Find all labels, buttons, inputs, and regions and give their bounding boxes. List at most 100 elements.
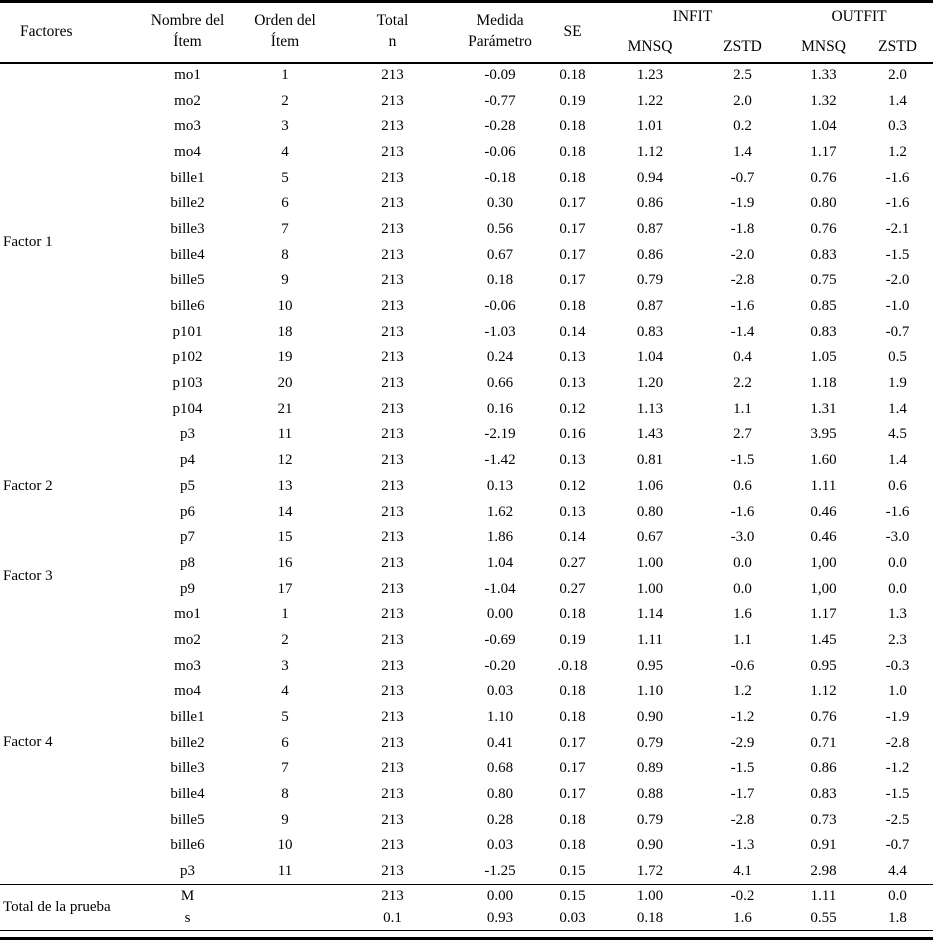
cell-infit_mnsq: 0.79 bbox=[636, 272, 664, 289]
cell-outfit_mnsq: 0.73 bbox=[810, 811, 837, 828]
cell-infit_zstd: 1.1 bbox=[733, 631, 752, 648]
factor-label: Factor 3 bbox=[3, 567, 53, 584]
cell-outfit_zstd: 0.0 bbox=[888, 887, 907, 904]
cell-infit_zstd: -0.6 bbox=[730, 657, 755, 674]
cell-se: 0.13 bbox=[559, 349, 586, 366]
header-medida-line1: Medida bbox=[476, 12, 524, 30]
cell-orden: 2 bbox=[281, 631, 289, 648]
cell-medida: 0.13 bbox=[486, 477, 514, 494]
cell-orden: 1 bbox=[281, 67, 289, 84]
cell-outfit_zstd: -1.6 bbox=[885, 503, 910, 520]
cell-item: mo4 bbox=[174, 683, 201, 700]
cell-item: bille3 bbox=[170, 220, 205, 237]
cell-outfit_mnsq: 0.75 bbox=[810, 272, 837, 289]
header-nombre-del-item: Nombre del Ítem bbox=[135, 2, 240, 63]
cell-infit_mnsq: 1.04 bbox=[636, 349, 664, 366]
cell-infit_zstd: 0.0 bbox=[733, 580, 752, 597]
cell-outfit_mnsq: 3.95 bbox=[810, 426, 837, 443]
cell-outfit_zstd: -2.5 bbox=[885, 811, 910, 828]
cell-item: mo1 bbox=[174, 606, 201, 623]
cell-se: 0.18 bbox=[559, 606, 586, 623]
cell-medida: 1.86 bbox=[486, 529, 514, 546]
cell-medida: -1.04 bbox=[484, 580, 516, 597]
cell-outfit_mnsq: 1.45 bbox=[810, 631, 837, 648]
cell-medida: 0.16 bbox=[486, 400, 514, 417]
cell-outfit_zstd: -1.9 bbox=[885, 709, 910, 726]
cell-infit_mnsq: 0.81 bbox=[636, 452, 664, 469]
cell-outfit_zstd: 0.0 bbox=[888, 554, 907, 571]
cell-se: 0.19 bbox=[559, 92, 586, 109]
cell-infit_zstd: 2.7 bbox=[733, 426, 752, 443]
cell-infit_zstd: -1.4 bbox=[730, 323, 755, 340]
header-infit: INFIT bbox=[672, 8, 713, 26]
cell-n: 213 bbox=[381, 169, 404, 186]
table-row: p104 21 213 0.16 0.12 1.13 1.1 1.31 1.4 bbox=[0, 396, 933, 422]
cell-medida: -0.77 bbox=[484, 92, 516, 109]
cell-infit_mnsq: 1.01 bbox=[636, 118, 664, 135]
cell-medida: 0.03 bbox=[486, 683, 514, 700]
table-bottom-rule bbox=[0, 937, 933, 940]
cell-infit_zstd: 1.1 bbox=[733, 400, 752, 417]
cell-outfit_mnsq: 0.80 bbox=[810, 195, 837, 212]
cell-infit_zstd: -3.0 bbox=[730, 529, 755, 546]
cell-n: 213 bbox=[381, 477, 404, 494]
cell-item: p7 bbox=[180, 529, 195, 546]
cell-orden: 10 bbox=[277, 837, 293, 854]
cell-outfit_zstd: -1.5 bbox=[885, 246, 910, 263]
cell-infit_zstd: 4.1 bbox=[733, 862, 752, 879]
cell-se: 0.12 bbox=[559, 477, 586, 494]
cell-item: mo4 bbox=[174, 143, 201, 160]
cell-outfit_mnsq: 1.12 bbox=[810, 683, 837, 700]
cell-orden: 8 bbox=[281, 246, 289, 263]
cell-infit_mnsq: 1.23 bbox=[636, 67, 664, 84]
cell-n: 213 bbox=[381, 272, 404, 289]
cell-outfit_mnsq: 1.33 bbox=[810, 67, 837, 84]
cell-outfit_mnsq: 1.32 bbox=[810, 92, 837, 109]
table-row: Factor 4 mo1 1 213 0.00 0.18 1.14 1.6 1.17 1.3 bbox=[0, 602, 933, 750]
cell-n: 213 bbox=[381, 503, 404, 520]
cell-outfit_mnsq: 0.46 bbox=[810, 529, 837, 546]
cell-n: 213 bbox=[381, 375, 404, 392]
cell-se: 0.15 bbox=[559, 887, 586, 904]
factor-label: Factor 1 bbox=[3, 234, 53, 251]
cell-infit_mnsq: 0.94 bbox=[636, 169, 664, 186]
cell-medida: 0.18 bbox=[486, 272, 514, 289]
cell-infit_mnsq: 0.83 bbox=[636, 323, 664, 340]
cell-item: p4 bbox=[180, 452, 195, 469]
cell-outfit_mnsq: 0.91 bbox=[810, 837, 837, 854]
cell-se: .0.18 bbox=[557, 657, 588, 674]
cell-medida: 1.10 bbox=[486, 709, 514, 726]
cell-n: 213 bbox=[381, 400, 404, 417]
cell-item: p5 bbox=[180, 477, 195, 494]
header-medida-parametro: Medida Parámetro bbox=[455, 2, 545, 63]
cell-outfit_zstd: 4.4 bbox=[888, 862, 907, 879]
cell-medida: 0.28 bbox=[486, 811, 514, 828]
cell-outfit_mnsq: 1,00 bbox=[810, 580, 837, 597]
table-row: mo2 2 213 -0.69 0.19 1.11 1.1 1.45 2.3 bbox=[0, 628, 933, 654]
cell-outfit_zstd: 4.5 bbox=[888, 426, 907, 443]
cell-se: 0.18 bbox=[559, 683, 586, 700]
table-row: mo3 3 213 -0.20 .0.18 0.95 -0.6 0.95 -0.3 bbox=[0, 653, 933, 679]
cell-infit_zstd: -0.2 bbox=[730, 887, 755, 904]
header-infit-zstd: ZSTD bbox=[723, 37, 762, 55]
cell-item: bille1 bbox=[170, 169, 205, 186]
table-row: bille2 6 213 0.30 0.17 0.86 -1.9 0.80 -1.6 bbox=[0, 191, 933, 217]
cell-infit_zstd: -1.9 bbox=[730, 195, 755, 212]
cell-orden: 13 bbox=[277, 477, 293, 494]
cell-infit_mnsq: 0.95 bbox=[636, 657, 664, 674]
cell-infit_mnsq: 0.90 bbox=[636, 709, 664, 726]
table-row: p103 20 213 0.66 0.13 1.20 2.2 1.18 1.9 bbox=[0, 371, 933, 397]
cell-orden: 10 bbox=[277, 298, 293, 315]
cell-infit_zstd: 0.6 bbox=[733, 477, 752, 494]
cell-item: bille4 bbox=[170, 246, 205, 263]
cell-infit_mnsq: 1.22 bbox=[636, 92, 664, 109]
cell-item: mo1 bbox=[174, 67, 201, 84]
cell-orden: 11 bbox=[277, 862, 293, 879]
cell-infit_zstd: -1.3 bbox=[730, 837, 755, 854]
cell-infit_zstd: -2.8 bbox=[730, 272, 755, 289]
cell-orden: 18 bbox=[277, 323, 293, 340]
cell-orden bbox=[240, 885, 330, 908]
cell-medida: 0.67 bbox=[486, 246, 514, 263]
cell-outfit_mnsq: 1.17 bbox=[810, 606, 837, 623]
cell-medida: 1.62 bbox=[486, 503, 514, 520]
